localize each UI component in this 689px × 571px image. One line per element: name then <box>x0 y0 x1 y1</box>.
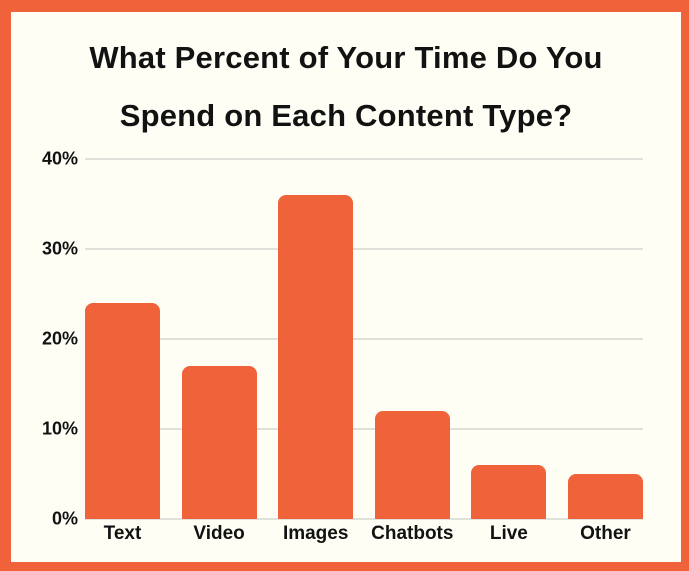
plot-area <box>85 158 643 520</box>
x-tick-slot-images: Images <box>278 523 353 545</box>
y-tick-label-10: 10% <box>41 418 78 439</box>
bars-container <box>85 159 643 519</box>
gridline-20 <box>85 338 643 340</box>
bar-other <box>567 474 643 519</box>
y-tick-label-20: 20% <box>41 328 78 349</box>
chart-canvas: What Percent of Your Time Do You Spend o… <box>11 12 681 562</box>
x-tick-slot-video: Video <box>182 523 257 545</box>
x-tick-slot-other: Other <box>568 523 643 545</box>
y-tick-label-30: 30% <box>41 238 78 259</box>
x-tick-label-other: Other <box>580 523 631 544</box>
chart-title: What Percent of Your Time Do You Spend o… <box>11 29 681 145</box>
chart-title-line1: What Percent of Your Time Do You <box>89 40 603 75</box>
bar-text <box>85 303 160 519</box>
x-tick-slot-text: Text <box>85 523 160 545</box>
x-tick-slot-live: Live <box>471 523 546 545</box>
bar-images <box>278 195 354 519</box>
x-tick-slot-chatbots: Chatbots <box>371 523 453 545</box>
bar-video <box>181 366 257 519</box>
gridline-10 <box>85 428 643 430</box>
gridline-40 <box>85 158 643 160</box>
y-tick-label-0: 0% <box>51 508 78 529</box>
x-tick-label-text: Text <box>103 523 142 544</box>
y-axis-labels: 40% 30% 20% 10% 0% <box>11 149 78 529</box>
bar-chatbots <box>374 411 450 519</box>
x-tick-label-images: Images <box>282 523 349 544</box>
chart-title-line2: Spend on Each Content Type? <box>119 98 573 133</box>
y-tick-label-40: 40% <box>41 148 78 169</box>
x-axis-labels: Text Video Images Chatbots Live Other <box>85 523 643 545</box>
bar-live <box>471 465 547 519</box>
gridline-0 <box>85 518 643 520</box>
x-tick-label-video: Video <box>193 523 245 544</box>
x-tick-label-live: Live <box>489 523 528 544</box>
gridline-30 <box>85 248 643 250</box>
x-tick-label-chatbots: Chatbots <box>371 523 454 544</box>
